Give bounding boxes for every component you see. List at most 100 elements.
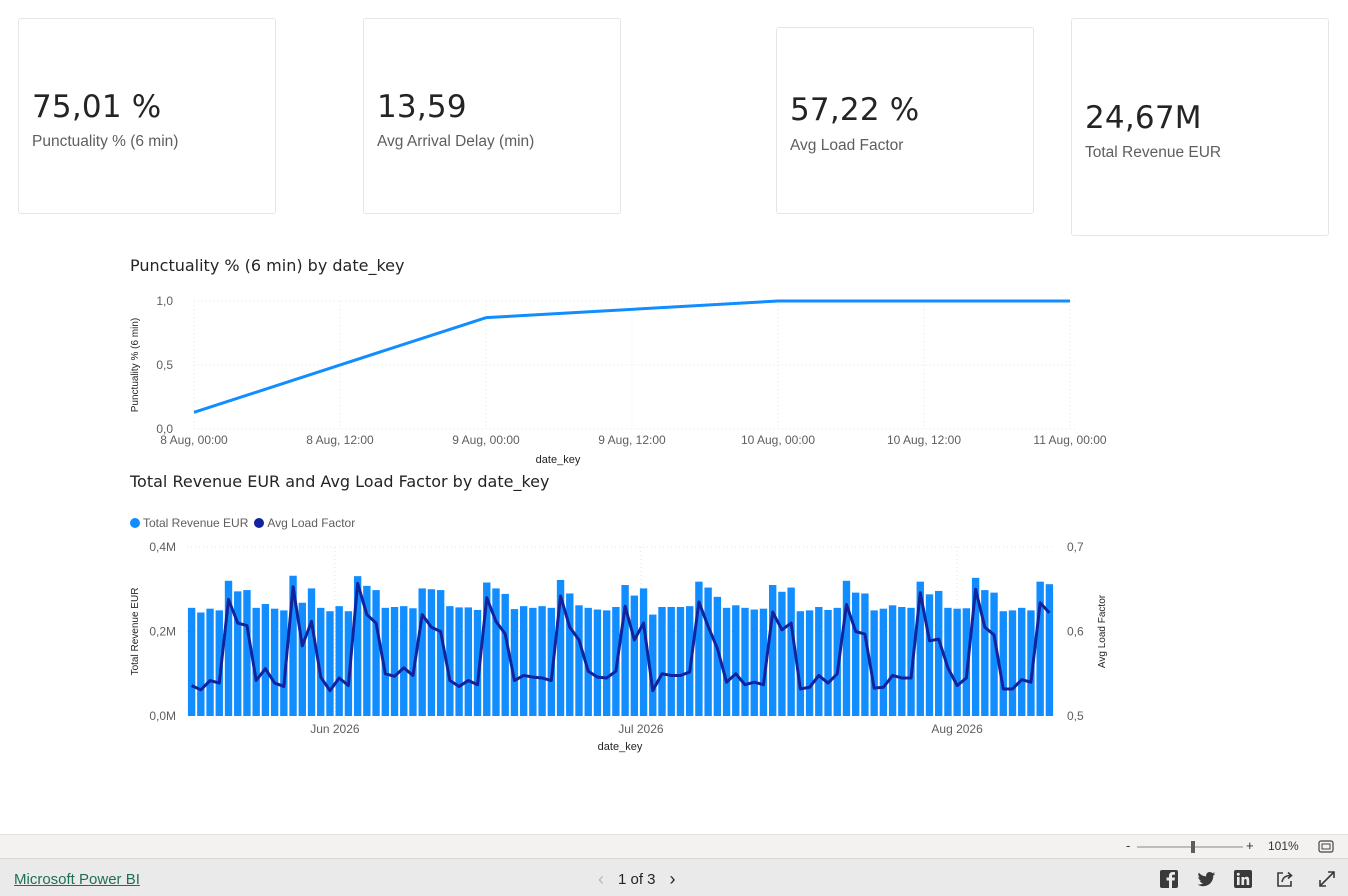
y-tick-label: 0,5	[156, 358, 173, 372]
combo-chart-title: Total Revenue EUR and Avg Load Factor by…	[130, 472, 550, 491]
revenue-bar	[962, 608, 971, 716]
revenue-bar	[1045, 584, 1054, 716]
x-tick-label: 11 Aug, 00:00	[1033, 433, 1107, 447]
revenue-bar	[261, 604, 270, 716]
footer-bar: Microsoft Power BI ‹ 1 of 3 ›	[0, 858, 1348, 896]
x-tick-label: 10 Aug, 00:00	[741, 433, 815, 447]
revenue-bar	[861, 593, 869, 716]
y-tick-label: 0,2M	[149, 625, 176, 639]
kpi-card-total-revenue[interactable]: 24,67M Total Revenue EUR	[1071, 18, 1329, 236]
punctuality-line-chart[interactable]: 0,0 0,5 1,0 8 Aug, 00:00 8 Aug, 12:00 9 Aug, …	[110, 250, 1110, 466]
revenue-bar	[824, 609, 832, 716]
revenue-bar	[372, 590, 380, 716]
fullscreen-icon[interactable]	[1316, 868, 1338, 890]
revenue-bar	[575, 605, 583, 716]
revenue-bar	[418, 588, 426, 716]
zoom-in-button[interactable]: +	[1246, 838, 1254, 853]
revenue-bar	[446, 606, 454, 716]
x-axis-title: date_key	[536, 454, 581, 466]
kpi-label: Punctuality % (6 min)	[32, 133, 179, 150]
fit-to-page-icon[interactable]	[1318, 840, 1334, 854]
revenue-bar	[197, 612, 205, 716]
twitter-icon[interactable]	[1195, 868, 1217, 890]
kpi-value: 75,01 %	[32, 89, 162, 125]
kpi-label: Avg Arrival Delay (min)	[377, 133, 535, 150]
revenue-bar	[713, 596, 722, 716]
revenue-bar	[280, 610, 288, 716]
revenue-bar	[593, 609, 602, 716]
facebook-icon[interactable]	[1158, 868, 1180, 890]
revenue-bar	[187, 607, 196, 716]
power-bi-link[interactable]: Microsoft Power BI	[14, 871, 140, 888]
legend-item-revenue[interactable]: Total Revenue EUR	[130, 516, 248, 530]
revenue-bar	[566, 593, 574, 716]
kpi-label: Total Revenue EUR	[1085, 144, 1222, 161]
revenue-bar	[1008, 610, 1017, 716]
revenue-bar	[750, 609, 758, 716]
punctuality-series-line	[193, 299, 1070, 414]
revenue-bar	[898, 606, 906, 716]
revenue-bar	[390, 606, 399, 716]
revenue-bar	[409, 608, 417, 716]
revenue-bar	[639, 588, 648, 716]
revenue-bar	[298, 602, 306, 716]
y-tick-label: 0,0M	[149, 709, 176, 723]
x-tick-label: Jul 2026	[618, 722, 664, 736]
revenue-bar	[925, 594, 934, 716]
revenue-bar	[344, 611, 353, 716]
revenue-bar	[427, 589, 436, 716]
revenue-bar	[981, 590, 989, 716]
revenue-bar	[768, 585, 777, 716]
kpi-card-avg-arrival-delay[interactable]: 13,59 Avg Arrival Delay (min)	[363, 18, 621, 214]
revenue-bar	[888, 605, 897, 716]
linkedin-icon[interactable]	[1232, 868, 1254, 890]
previous-page-button[interactable]: ‹	[598, 869, 604, 889]
revenue-bar	[455, 607, 463, 716]
zoom-out-button[interactable]: -	[1126, 838, 1131, 853]
load-factor-series-line	[190, 581, 1051, 693]
revenue-bar	[879, 608, 888, 716]
x-tick-label: 9 Aug, 00:00	[452, 433, 520, 447]
legend-item-load-factor[interactable]: Avg Load Factor	[254, 516, 355, 530]
kpi-value: 57,22 %	[790, 92, 920, 128]
y2-axis-title: Avg Load Factor	[1097, 594, 1108, 668]
kpi-value: 24,67M	[1085, 100, 1202, 136]
revenue-bar	[741, 607, 749, 716]
revenue-bar	[547, 607, 556, 716]
revenue-bar	[492, 588, 500, 716]
revenue-bar	[335, 606, 343, 716]
kpi-card-punctuality[interactable]: 75,01 % Punctuality % (6 min)	[18, 18, 276, 214]
revenue-bar	[658, 606, 666, 716]
kpi-card-avg-load-factor[interactable]: 57,22 % Avg Load Factor	[776, 27, 1034, 214]
revenue-bar	[953, 608, 961, 716]
revenue-bar	[667, 606, 675, 716]
zoom-slider[interactable]	[1137, 839, 1243, 855]
legend-label: Total Revenue EUR	[143, 516, 249, 530]
y2-tick-label: 0,6	[1067, 625, 1084, 639]
revenue-bar	[529, 607, 537, 716]
revenue-bar	[538, 606, 546, 716]
y-tick-label: 1,0	[156, 294, 173, 308]
revenue-bar	[630, 595, 639, 716]
x-tick-label: 9 Aug, 12:00	[598, 433, 666, 447]
zoom-level: 101%	[1268, 839, 1299, 853]
revenue-bar	[602, 610, 611, 716]
revenue-bar	[252, 607, 260, 716]
revenue-bar	[381, 607, 389, 716]
next-page-button[interactable]: ›	[669, 869, 676, 889]
zoom-slider-thumb[interactable]	[1191, 841, 1195, 853]
revenue-bar	[815, 606, 823, 716]
revenue-bar	[1036, 581, 1044, 716]
revenue-bar	[317, 607, 325, 716]
revenue-bar	[704, 587, 712, 716]
x-tick-label: Aug 2026	[931, 722, 983, 736]
revenue-bar	[473, 609, 482, 716]
share-icon[interactable]	[1274, 868, 1296, 890]
revenue-bar	[907, 607, 915, 716]
revenue-load-factor-combo-chart[interactable]: 0,0M 0,2M 0,4M 0,5 0,6 0,7 Jun 2026 Jul 2026 Aug…	[110, 530, 1110, 755]
revenue-bar	[787, 587, 795, 716]
revenue-bar	[519, 606, 528, 716]
page-indicator: 1 of 3	[618, 871, 656, 888]
zoom-bar: - + 101%	[0, 834, 1348, 858]
revenue-bar	[483, 582, 491, 716]
